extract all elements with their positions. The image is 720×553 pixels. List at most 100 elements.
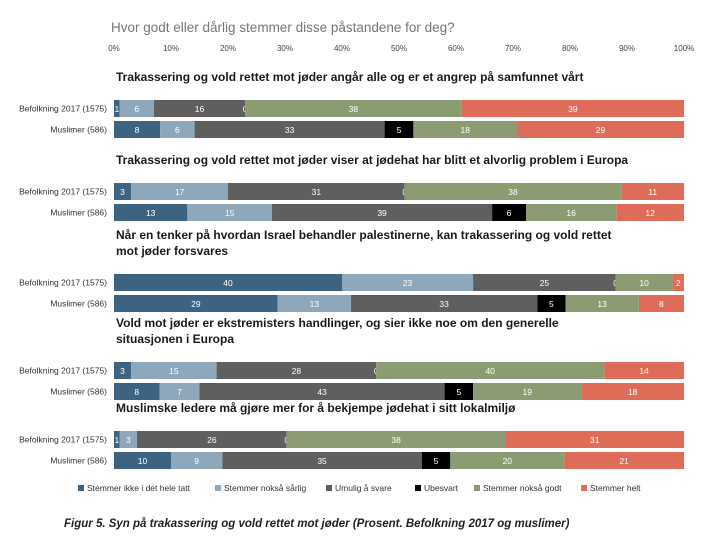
bar-data-label: 23 (403, 278, 413, 288)
bar-segment (413, 121, 518, 138)
bar-data-label: 14 (639, 366, 649, 376)
legend-label: Stemmer ikke i det hele tatt (87, 483, 191, 493)
bar-segment (114, 431, 120, 448)
bar-data-label: 33 (439, 299, 449, 309)
bar-data-label: 40 (223, 278, 233, 288)
bar-data-label: 5 (549, 299, 554, 309)
bar-segment (114, 362, 132, 379)
group-title: Vold mot jøder er ekstremisters handling… (116, 316, 559, 330)
bar-data-label: 31 (312, 187, 322, 197)
bar-data-label: 8 (134, 387, 139, 397)
bar-segment (114, 295, 278, 312)
bar-segment (114, 452, 171, 469)
row-label: Muslimer (586) (50, 387, 107, 397)
bar-segment (272, 204, 493, 221)
legend-swatch (581, 485, 587, 491)
bar-data-label: 6 (134, 104, 139, 114)
x-tick-label: 20% (220, 44, 236, 53)
bar-segment (615, 274, 673, 291)
bar-segment (286, 431, 506, 448)
bar-segment (153, 100, 246, 117)
bar-segment (114, 100, 120, 117)
legend-label: Umulig å svare (335, 483, 392, 493)
bar-data-label: 31 (590, 435, 600, 445)
bar-segment (119, 431, 138, 448)
bar-data-label: 19 (523, 387, 533, 397)
bar-segment (228, 183, 405, 200)
x-tick-label: 0% (108, 44, 120, 53)
bar-segment (114, 121, 161, 138)
bar-data-label: 26 (207, 435, 217, 445)
bar-data-label: 5 (456, 387, 461, 397)
bar-segment (160, 121, 195, 138)
bar-data-label: 29 (191, 299, 201, 309)
legend-swatch (215, 485, 221, 491)
x-tick-label: 100% (674, 44, 694, 53)
bar-data-label: 39 (377, 208, 387, 218)
bar-data-label: 3 (120, 366, 125, 376)
bar-data-label: 18 (460, 125, 470, 135)
bar-data-label: 20 (503, 456, 513, 466)
bar-segment (621, 183, 684, 200)
group-title: Trakassering og vold rettet mot jøder vi… (116, 153, 628, 167)
group-title: Når en tenker på hvordan Israel behandle… (116, 228, 612, 242)
row-label: Muslimer (586) (50, 208, 107, 218)
bar-data-label: 1 (114, 104, 119, 114)
bar-data-label: 3 (120, 187, 125, 197)
bar-segment (537, 295, 566, 312)
x-tick-label: 70% (505, 44, 521, 53)
bar-data-label: 15 (169, 366, 179, 376)
bar-segment (114, 204, 188, 221)
bar-segment (114, 274, 342, 291)
x-tick-label: 60% (448, 44, 464, 53)
bar-segment (564, 452, 684, 469)
x-tick-label: 80% (562, 44, 578, 53)
bar-data-label: 16 (566, 208, 576, 218)
row-label: Befolkning 2017 (1575) (19, 435, 107, 445)
bar-segment (171, 452, 223, 469)
bar-data-label: 33 (285, 125, 295, 135)
bar-segment (604, 362, 684, 379)
legend-label: Stemmer nokså godt (483, 483, 562, 493)
bar-segment (131, 183, 228, 200)
bar-data-label: 1 (115, 435, 120, 445)
x-tick-label: 30% (277, 44, 293, 53)
bar-data-label: 5 (434, 456, 439, 466)
bar-segment (376, 362, 605, 379)
bar-data-label: 10 (138, 456, 148, 466)
row-label: Befolkning 2017 (1575) (19, 366, 107, 376)
bar-segment (444, 383, 474, 400)
bar-segment (277, 295, 352, 312)
legend-swatch (78, 485, 84, 491)
bar-data-label: 29 (596, 125, 606, 135)
bar-data-label: 39 (568, 104, 578, 114)
x-tick-label: 90% (619, 44, 635, 53)
bar-segment (672, 274, 684, 291)
bar-data-label: 38 (391, 435, 401, 445)
row-label: Befolkning 2017 (1575) (19, 278, 107, 288)
x-tick-label: 50% (391, 44, 407, 53)
bar-segment (581, 383, 684, 400)
bar-data-label: 17 (175, 187, 185, 197)
group-title: situasjonen i Europa (116, 332, 234, 346)
bar-segment (159, 383, 200, 400)
bar-segment (245, 100, 462, 117)
row-label: Muslimer (586) (50, 299, 107, 309)
bar-data-label: 35 (317, 456, 327, 466)
bar-segment (404, 183, 622, 200)
bar-data-label: 5 (397, 125, 402, 135)
bar-data-label: 18 (628, 387, 638, 397)
bar-segment (565, 295, 639, 312)
row-label: Muslimer (586) (50, 456, 107, 466)
legend-swatch (326, 485, 332, 491)
bar-data-label: 13 (597, 299, 607, 309)
bar-data-label: 6 (175, 125, 180, 135)
group-title: Muslimske ledere må gjøre mer for å bekj… (116, 401, 516, 415)
bar-data-label: 21 (619, 456, 629, 466)
bar-segment (222, 452, 422, 469)
bar-segment (473, 383, 582, 400)
bar-segment (461, 100, 684, 117)
bar-data-label: 8 (135, 125, 140, 135)
row-label: Muslimer (586) (50, 125, 107, 135)
